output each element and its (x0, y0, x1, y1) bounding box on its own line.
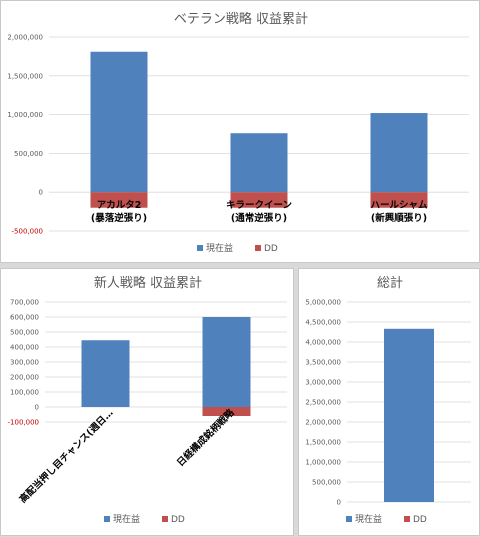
bar-drawdown (230, 192, 288, 208)
bar-current-profit (202, 317, 251, 407)
legend-swatch (197, 245, 203, 251)
bar-current-profit (384, 328, 434, 502)
y-tick-label: 400,000 (10, 344, 39, 352)
newcomer-chart-panel: 新人戦略 収益累計 700,000 600,000 500,000 400,000 300… (0, 268, 294, 536)
y-tick-label: 1,500,000 (305, 439, 341, 447)
y-tick-label: 500,000 (14, 150, 43, 158)
y-tick-label: 1,000,000 (305, 459, 341, 467)
x-category-label: アカルタ2 (暴落逆張り) (91, 199, 147, 224)
legend-label: 現在益 (355, 513, 382, 525)
y-tick-label: 200,000 (10, 374, 39, 382)
y-tick-label: 0 (337, 499, 341, 507)
legend: 現在益 DD (197, 242, 278, 254)
x-category-label: ハールシャム(新興順張り) (370, 200, 428, 224)
legend-label: 現在益 (206, 242, 233, 254)
y-tick-label: -500,000 (12, 228, 43, 236)
veteran-chart-panel: ベテラン戦略 収益累計 2,000,000 1,500,000 1,000,000 50… (0, 0, 480, 263)
y-tick-label: 500,000 (312, 479, 341, 487)
legend: 現在益 DD (346, 513, 427, 525)
chart-svg: 総計 5,000,000 4,500,000 4,000,000 3,500,000 3,… (305, 275, 471, 525)
legend-label: DD (413, 515, 427, 525)
y-tick-label: 3,000,000 (305, 379, 341, 387)
y-tick-label: 5,000,000 (305, 299, 341, 307)
legend-swatch (404, 516, 410, 522)
bar-drawdown (370, 192, 428, 208)
y-tick-label: 500,000 (10, 329, 39, 337)
x-category-label: キラークイーン(通常逆張り) (226, 200, 292, 224)
bar-current-profit (230, 133, 288, 193)
legend-swatch (255, 245, 261, 251)
bar-current-profit (370, 113, 428, 193)
y-tick-label: 2,000,000 (7, 34, 43, 42)
y-tick-label: 4,500,000 (305, 319, 341, 327)
bar-drawdown (202, 407, 251, 416)
y-tick-label: 2,000,000 (305, 419, 341, 427)
chart-title: 新人戦略 収益累計 (94, 275, 202, 291)
bar-current-profit (90, 51, 148, 193)
legend-swatch (162, 516, 168, 522)
chart-title: 総計 (377, 275, 403, 291)
y-tick-label: 1,000,000 (7, 111, 43, 119)
y-tick-label: -100,000 (8, 419, 39, 427)
y-tick-label: 0 (35, 404, 39, 412)
legend-label: DD (171, 515, 185, 525)
y-tick-label: 4,000,000 (305, 339, 341, 347)
y-tick-label: 0 (39, 189, 43, 197)
legend-label: DD (264, 244, 278, 254)
chart-svg: 新人戦略 収益累計 700,000 600,000 500,000 400,000 300… (8, 275, 287, 525)
y-tick-label: 100,000 (10, 389, 39, 397)
total-chart-panel: 総計 5,000,000 4,500,000 4,000,000 3,500,000 3,… (298, 268, 480, 536)
legend-swatch (104, 516, 110, 522)
y-tick-label: 600,000 (10, 314, 39, 322)
y-tick-label: 300,000 (10, 359, 39, 367)
chart-svg: ベテラン戦略 収益累計 2,000,000 1,500,000 1,000,000 50… (7, 11, 469, 254)
y-tick-label: 1,500,000 (7, 72, 43, 80)
legend: 現在益 DD (104, 513, 185, 525)
y-tick-label: 700,000 (10, 299, 39, 307)
legend-swatch (346, 516, 352, 522)
bar-current-profit (81, 340, 130, 407)
bar-drawdown (90, 192, 148, 208)
legend-label: 現在益 (113, 513, 140, 525)
y-tick-label: 3,500,000 (305, 359, 341, 367)
y-tick-label: 2,500,000 (305, 399, 341, 407)
chart-title: ベテラン戦略 収益累計 (174, 11, 308, 27)
